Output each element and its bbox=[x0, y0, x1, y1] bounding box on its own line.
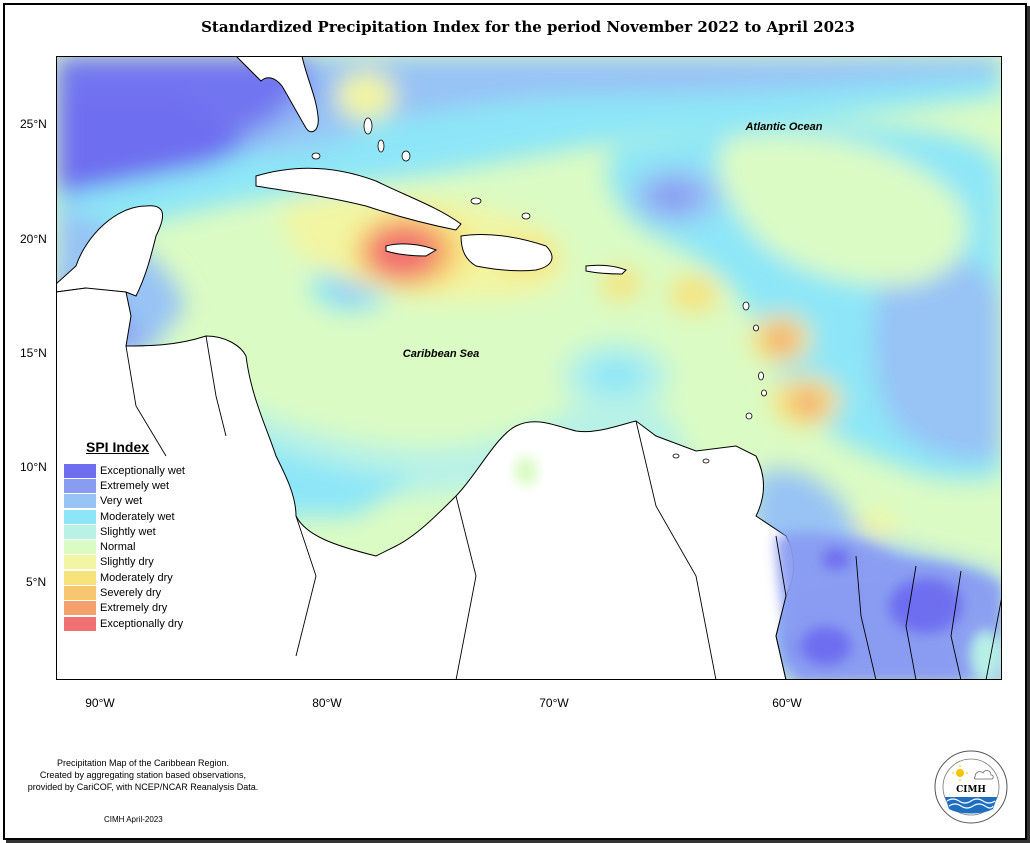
hispaniola-land bbox=[460, 234, 553, 272]
jamaica-land bbox=[385, 243, 438, 257]
legend-item: Moderately dry bbox=[64, 570, 185, 585]
legend-item: Slightly wet bbox=[64, 524, 185, 539]
legend-swatch bbox=[64, 570, 96, 585]
footnote: Precipitation Map of the Caribbean Regio… bbox=[8, 757, 278, 793]
florida-land bbox=[235, 56, 319, 133]
legend-label: Slightly dry bbox=[100, 556, 154, 569]
legend-label: Slightly wet bbox=[100, 525, 156, 538]
legend-swatch bbox=[64, 616, 96, 631]
legend-label: Very wet bbox=[100, 495, 143, 508]
spi-legend: SPI Index Exceptionally wet Extremely wet… bbox=[64, 439, 185, 631]
footnote-line-1: Precipitation Map of the Caribbean Regio… bbox=[56, 758, 230, 768]
footnote-line-3: provided by CariCOF, with NCEP/NCAR Rean… bbox=[27, 782, 259, 792]
legend-label: Exceptionally dry bbox=[100, 617, 184, 630]
legend-swatch bbox=[64, 555, 96, 570]
spi-map: Atlantic Ocean Caribbean Sea bbox=[56, 56, 1002, 680]
legend-label: Normal bbox=[100, 541, 136, 554]
y-tick-10n: 10°N bbox=[20, 460, 47, 474]
cimh-logo: CIMH bbox=[934, 750, 1008, 824]
caribbean-sea-label: Caribbean Sea bbox=[403, 348, 479, 360]
x-tick-90w: 90°W bbox=[85, 696, 115, 710]
south-america-land bbox=[56, 287, 794, 680]
cloud-icon bbox=[973, 770, 994, 780]
legend-swatch bbox=[64, 601, 96, 616]
legend-swatch bbox=[64, 463, 96, 478]
legend-label: Severely dry bbox=[100, 587, 162, 600]
cuba-land bbox=[255, 167, 462, 231]
legend-swatch bbox=[64, 494, 96, 509]
y-tick-25n: 25°N bbox=[20, 117, 47, 131]
logo-text: CIMH bbox=[956, 785, 986, 795]
legend-item: Normal bbox=[64, 539, 185, 555]
legend-item: Exceptionally dry bbox=[64, 616, 185, 631]
legend-item: Moderately wet bbox=[64, 509, 185, 524]
legend-swatch bbox=[64, 509, 96, 524]
legend-label: Exceptionally wet bbox=[100, 464, 185, 477]
y-tick-5n: 5°N bbox=[26, 575, 47, 589]
legend-label: Moderately wet bbox=[100, 510, 175, 523]
y-tick-15n: 15°N bbox=[20, 346, 47, 360]
sun-icon bbox=[956, 769, 964, 777]
legend-swatch bbox=[64, 524, 96, 539]
x-tick-60w: 60°W bbox=[772, 696, 802, 710]
legend-item: Exceptionally wet bbox=[64, 463, 185, 478]
legend-swatch bbox=[64, 540, 96, 555]
puerto-rico-land bbox=[585, 264, 627, 275]
legend-label: Extremely wet bbox=[100, 479, 170, 492]
x-tick-70w: 70°W bbox=[539, 696, 569, 710]
map-title: Standardized Precipitation Index for the… bbox=[201, 18, 855, 36]
atlantic-ocean-label: Atlantic Ocean bbox=[744, 121, 822, 133]
y-tick-20n: 20°N bbox=[20, 232, 47, 246]
footnote-line-2: Created by aggregating station based obs… bbox=[39, 770, 247, 780]
legend-title: SPI Index bbox=[86, 439, 150, 455]
legend-label: Extremely dry bbox=[100, 602, 168, 615]
legend-swatch bbox=[64, 478, 96, 493]
legend-item: Extremely wet bbox=[64, 478, 185, 493]
legend-item: Severely dry bbox=[64, 585, 185, 601]
legend-item: Slightly dry bbox=[64, 555, 185, 570]
legend-label: Moderately dry bbox=[100, 571, 173, 584]
credit-text: CIMH April-2023 bbox=[104, 815, 163, 824]
legend-item: Extremely dry bbox=[64, 601, 185, 616]
legend-item: Very wet bbox=[64, 494, 185, 509]
x-tick-80w: 80°W bbox=[312, 696, 342, 710]
legend-swatch bbox=[64, 586, 96, 601]
